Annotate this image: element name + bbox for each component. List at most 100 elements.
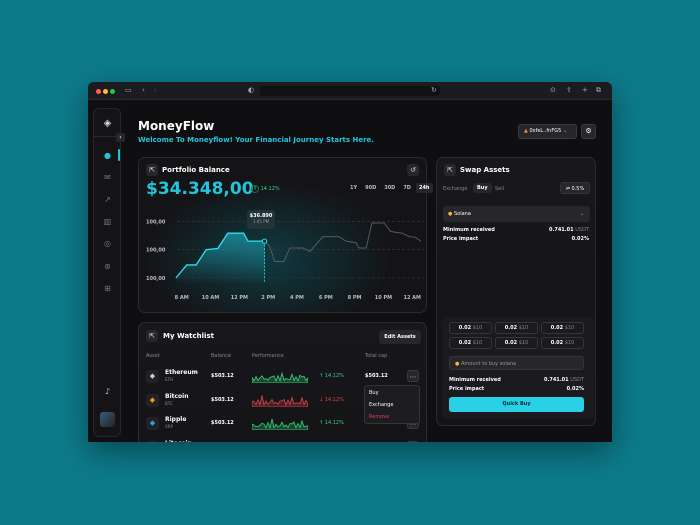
sparkline	[252, 371, 308, 383]
preset-amount-button[interactable]: 0.02 $10	[541, 322, 584, 334]
highlight-point	[261, 238, 268, 244]
table-row[interactable]: ◆ Litecoin ⋯	[139, 439, 428, 443]
range-tabs: 1Y 90D 30D 7D 24h	[347, 183, 433, 193]
amount-input[interactable]: ● Amount to buy solana	[449, 356, 584, 370]
ripple-icon: ◆	[146, 417, 159, 430]
price-impact-value: 0.02%	[571, 236, 589, 242]
refresh-icon[interactable]: ↺	[407, 164, 419, 176]
asset-change: ↓ 14.12%	[319, 396, 344, 403]
asset-name: Litecoin	[165, 440, 192, 443]
open-external-icon[interactable]: ⇱	[146, 330, 158, 342]
asset-ticker: XRP	[165, 424, 173, 429]
wallet-selector[interactable]: ▲ 0xfeL..fnFG5 ⌄	[518, 124, 577, 139]
share-icon[interactable]: ⇪	[566, 86, 572, 94]
avatar[interactable]	[100, 412, 115, 427]
col-asset: Asset	[146, 353, 160, 359]
swap-card: ⇱ Swap Assets Exchange Buy Sell ⇌ 0.5% ●…	[436, 157, 596, 426]
watchlist-card: ⇱ My Watchlist Edit Assets Asset Balance…	[138, 322, 427, 442]
series-line	[175, 232, 265, 279]
tab-exchange[interactable]: Exchange	[443, 186, 468, 192]
asset-change: ↑ 14.12%	[319, 420, 344, 426]
close-window-button[interactable]	[96, 89, 101, 94]
sidebar-item-analytics[interactable]: ▥	[103, 217, 112, 226]
address-bar[interactable]	[260, 86, 440, 96]
x-tick-label: 4 PM	[290, 295, 304, 301]
asset-change: ↑ 14.12%	[319, 373, 344, 379]
asset-balance: $503.12	[211, 373, 234, 379]
tab-buy[interactable]: Buy	[473, 183, 492, 193]
edit-assets-button[interactable]: Edit Assets	[379, 330, 421, 344]
x-tick-label: 10 PM	[375, 295, 392, 301]
menu-item-exchange[interactable]: Exchange	[369, 402, 394, 408]
sidebar-item-dashboard[interactable]: ●	[104, 151, 111, 160]
asset-total-cap: $503.12	[365, 373, 388, 379]
preset-amount-button[interactable]: 0.02 $10	[449, 322, 492, 334]
price-impact-label: Price impact	[443, 236, 479, 242]
open-external-icon[interactable]: ⇱	[146, 164, 158, 176]
asset-balance: $503.12	[211, 420, 234, 426]
range-30D[interactable]: 30D	[384, 185, 396, 191]
asset-balance: $503.12	[211, 396, 234, 403]
quick-buy-button[interactable]: Quick Buy	[449, 397, 584, 412]
preset-amount-button[interactable]: 0.02 $10	[541, 337, 584, 349]
asset-select[interactable]: ● Solana ⌄	[443, 206, 590, 222]
portfolio-title: Portfolio Balance	[162, 166, 230, 174]
min-received-label: Minimum received	[443, 227, 495, 233]
expand-sidebar-button[interactable]: ›	[116, 133, 125, 142]
col-total-cap: Total cap	[365, 353, 388, 359]
reload-icon[interactable]: ↻	[431, 86, 437, 94]
sidebar-item-wallet[interactable]: ✉	[104, 173, 111, 182]
privacy-icon[interactable]: ◐	[248, 86, 255, 94]
table-row[interactable]: ◆ Ethereum ETH $503.12 ↑ 14.12% $503.12 ⋯	[139, 368, 428, 388]
chart-tooltip: $36.890 1:45 PM	[247, 210, 275, 229]
area-fill	[175, 233, 265, 284]
menu-item-buy[interactable]: Buy	[369, 390, 379, 396]
tabs-overview-icon[interactable]: ⧉	[596, 86, 601, 94]
range-1Y[interactable]: 1Y	[350, 185, 358, 191]
y-tick-label: 100,00	[146, 276, 166, 282]
downloads-icon[interactable]: ⊙	[550, 86, 556, 94]
price-impact-value: 0.02%	[566, 386, 584, 392]
page-title: MoneyFlow	[138, 119, 215, 133]
swap-title: Swap Assets	[460, 166, 510, 174]
x-tick-label: 6 PM	[319, 295, 333, 301]
sidebar-item-hierarchy[interactable]: ⊞	[104, 284, 111, 293]
more-options-button[interactable]: ⋯	[407, 440, 419, 442]
maximize-window-button[interactable]	[110, 89, 115, 94]
arrow-up-icon: ↑	[251, 185, 259, 193]
back-icon[interactable]: ‹	[142, 86, 145, 94]
portfolio-card: ⇱ Portfolio Balance ↺ $34.348,00 ↑ 14.12…	[138, 157, 433, 314]
preset-amount-button[interactable]: 0.02 $10	[449, 337, 492, 349]
sidebar-item-network[interactable]: ⊛	[104, 262, 111, 271]
preset-amount-button[interactable]: 0.02 $10	[495, 337, 538, 349]
tab-sell[interactable]: Sell	[495, 186, 505, 192]
arrow-down-icon: ↓	[319, 396, 324, 403]
min-received-value: 0.741.01 USDT	[548, 227, 589, 233]
balance-chart[interactable]: 100,00 100,00 100,00 8 AM 10 AM 12 PM 2 PM 4 PM…	[139, 158, 428, 314]
forward-icon[interactable]: ›	[154, 86, 157, 94]
open-external-icon[interactable]: ⇱	[444, 164, 456, 176]
sidebar-item-markets[interactable]: ◎	[104, 239, 111, 248]
range-24h[interactable]: 24h	[415, 183, 433, 193]
new-tab-icon[interactable]: +	[582, 86, 588, 94]
sidebar-item-trends[interactable]: ↗	[104, 195, 111, 204]
x-tick-label: 12 AM	[403, 295, 421, 301]
price-impact-label: Price impact	[449, 386, 485, 392]
sidebar-toggle-icon[interactable]: ▭	[125, 86, 132, 94]
col-balance: Balance	[211, 353, 231, 359]
more-options-button[interactable]: ⋯	[407, 370, 419, 382]
min-received-label: Minimum received	[449, 377, 501, 383]
range-90D[interactable]: 90D	[365, 185, 377, 191]
litecoin-icon: ◆	[146, 440, 159, 442]
y-tick-label: 100,00	[146, 219, 166, 225]
balance-change: ↑ 14.12%	[251, 185, 280, 193]
notifications-icon[interactable]: ♪	[104, 387, 111, 396]
preset-amount-button[interactable]: 0.02 $10	[495, 322, 538, 334]
y-tick-label: 100,00	[146, 248, 166, 254]
settings-button[interactable]: ⚙	[581, 124, 596, 139]
minimize-window-button[interactable]	[103, 89, 108, 94]
sparkline	[252, 418, 308, 430]
menu-item-remove[interactable]: Remove	[369, 414, 390, 420]
slippage-button[interactable]: ⇌ 0.5%	[560, 182, 590, 194]
range-7D[interactable]: 7D	[403, 185, 411, 191]
